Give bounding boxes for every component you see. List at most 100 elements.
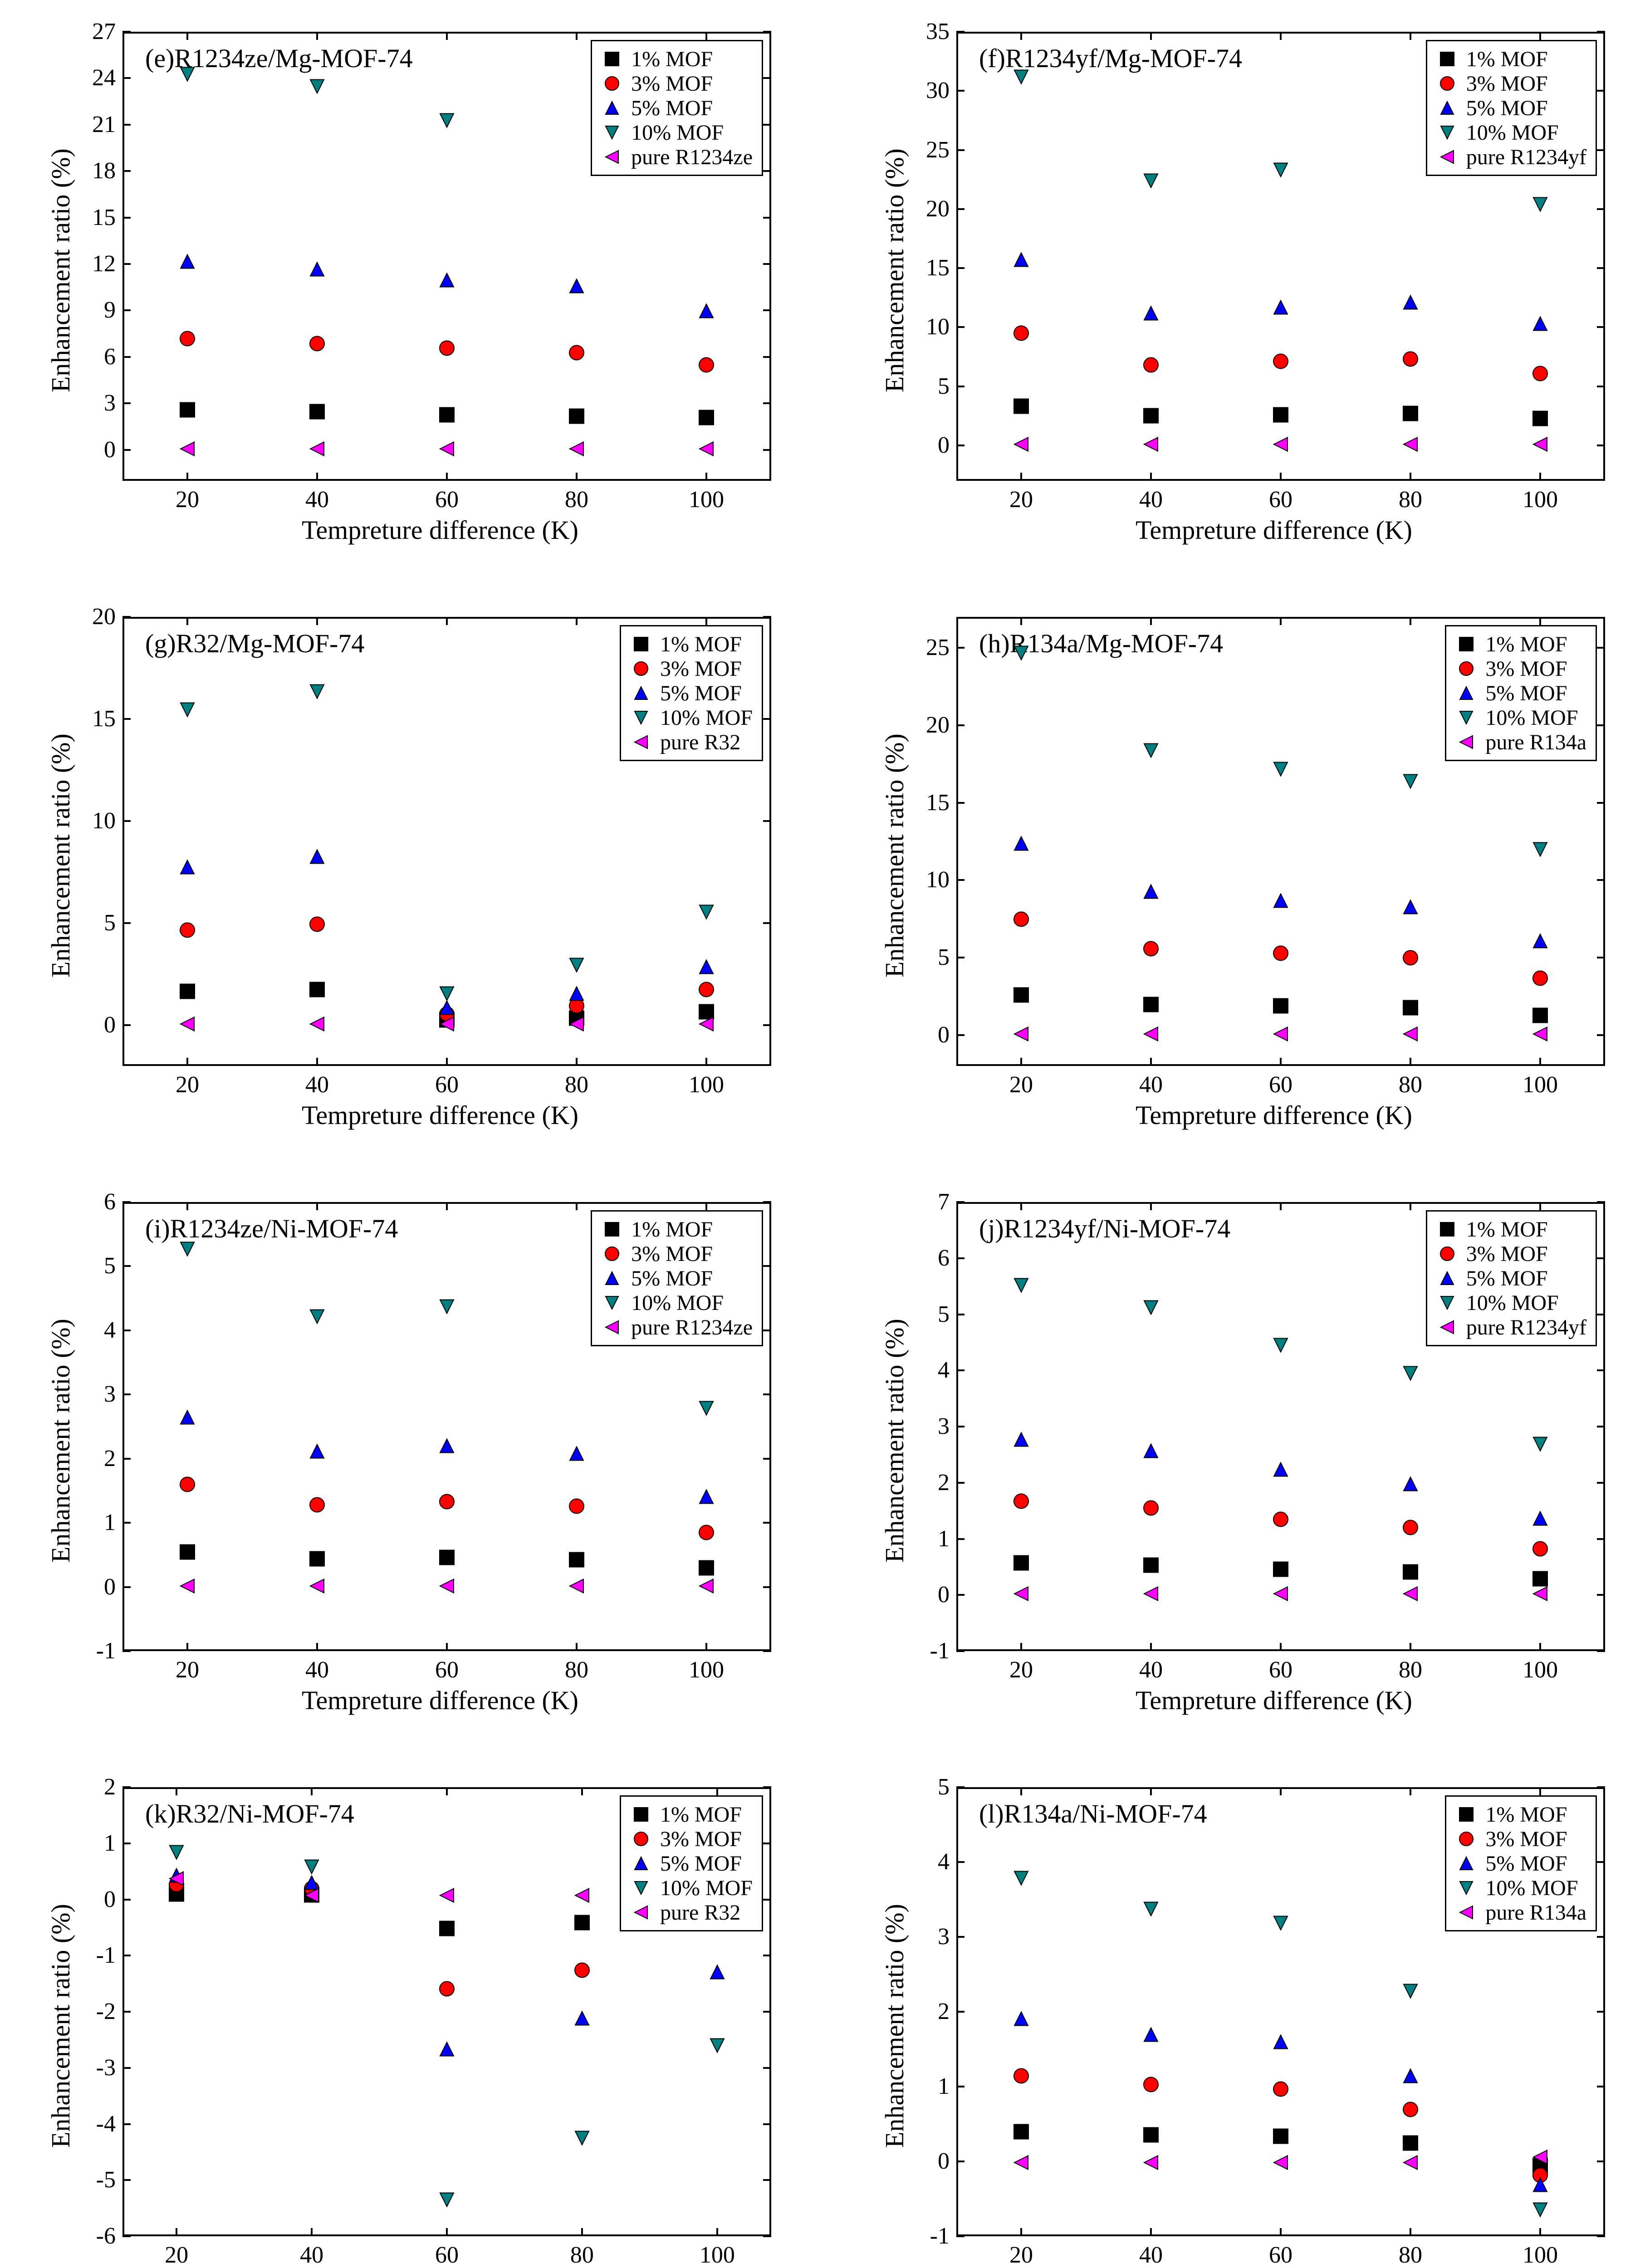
chart-grid: 204060801000369121518212427Enhancement r… <box>18 18 1627 2268</box>
x-tick-label: 20 <box>158 2242 195 2268</box>
y-axis-title: Enhancement ratio (%) <box>879 1904 910 2148</box>
data-point <box>1013 2068 1029 2086</box>
triangle-down-icon <box>1436 1292 1458 1314</box>
data-point <box>1532 2177 1548 2195</box>
data-point <box>1532 1007 1548 1025</box>
legend-item: 1% MOF <box>601 47 753 71</box>
x-tick-label: 80 <box>558 1657 595 1683</box>
y-tick-label: 6 <box>897 1245 950 1271</box>
data-point <box>1403 1586 1418 1604</box>
y-tick-label: 1 <box>64 1830 116 1857</box>
legend-label: 1% MOF <box>1466 1217 1548 1242</box>
data-point <box>1143 941 1159 958</box>
data-point <box>1013 1494 1029 1511</box>
data-point <box>1532 1436 1548 1454</box>
circle-icon <box>630 658 652 679</box>
legend-label: pure R1234ze <box>631 145 753 170</box>
data-point <box>574 1962 590 1980</box>
x-axis-title: Tempreture difference (K) <box>1136 1100 1412 1130</box>
legend-item: pure R1234ze <box>601 1315 753 1339</box>
data-point <box>574 2011 590 2028</box>
x-tick-label: 40 <box>1133 486 1169 513</box>
x-axis-title: Tempreture difference (K) <box>302 1685 578 1716</box>
data-point <box>1403 406 1418 424</box>
data-point <box>1403 1476 1418 1494</box>
data-point <box>1143 2155 1159 2172</box>
x-tick-label: 100 <box>688 1657 725 1683</box>
x-tick-label: 60 <box>1263 1071 1299 1098</box>
circle-icon <box>1455 658 1477 679</box>
data-point <box>309 1578 325 1596</box>
x-axis-title: Tempreture difference (K) <box>1136 1685 1412 1716</box>
x-tick-label: 20 <box>169 1071 206 1098</box>
data-point <box>569 957 584 975</box>
y-tick-label: 35 <box>897 18 950 45</box>
x-axis-title: Tempreture difference (K) <box>302 515 578 545</box>
data-point <box>439 1438 455 1456</box>
data-point <box>699 357 714 375</box>
data-point <box>1273 1026 1288 1044</box>
data-point <box>1403 1026 1418 1044</box>
y-tick-label: 3 <box>64 390 116 416</box>
x-tick-label: 80 <box>1392 1657 1429 1683</box>
legend-label: pure R134a <box>1485 1900 1586 1925</box>
data-point <box>1532 842 1548 860</box>
data-point <box>699 1017 714 1034</box>
triangle-down-icon <box>1455 707 1477 728</box>
legend-label: 3% MOF <box>631 71 713 96</box>
data-point <box>1403 295 1418 313</box>
data-point <box>180 66 195 84</box>
data-point <box>1273 407 1288 425</box>
y-tick-label: 6 <box>64 1188 116 1215</box>
data-point <box>1013 987 1029 1005</box>
chart-panel-e: 204060801000369121518212427Enhancement r… <box>18 18 789 558</box>
legend-item: 1% MOF <box>1436 1217 1586 1242</box>
data-point <box>1013 69 1029 87</box>
legend-item: 1% MOF <box>1455 632 1586 656</box>
circle-icon <box>601 1243 623 1265</box>
data-point <box>439 2042 455 2059</box>
triangle-up-icon <box>1436 1267 1458 1289</box>
data-point <box>1143 743 1159 761</box>
data-point <box>699 1489 714 1506</box>
legend: 1% MOF3% MOF5% MOF10% MOFpure R32 <box>620 1795 763 1931</box>
legend-item: 3% MOF <box>1436 71 1586 96</box>
circle-icon <box>630 1828 652 1850</box>
x-tick-label: 80 <box>1392 1071 1429 1098</box>
x-tick-label: 100 <box>1522 1657 1558 1683</box>
data-point <box>1013 912 1029 929</box>
data-point <box>1273 1511 1288 1529</box>
y-tick-label: 27 <box>64 18 116 45</box>
legend-label: 1% MOF <box>1485 632 1567 657</box>
triangle-left-icon <box>1455 1901 1477 1923</box>
data-point <box>1532 2150 1548 2167</box>
chart-panel-k: 20406080100-6-5-4-3-2-1012Enhancement ra… <box>18 1774 789 2268</box>
legend-item: 1% MOF <box>630 632 753 656</box>
x-tick-label: 80 <box>1392 2242 1429 2268</box>
data-point <box>180 984 195 1002</box>
data-point <box>574 1888 590 1906</box>
data-point <box>699 1525 714 1543</box>
data-point <box>439 340 455 358</box>
data-point <box>1273 893 1288 911</box>
legend-item: 1% MOF <box>630 1802 753 1827</box>
legend-label: 3% MOF <box>1466 71 1548 96</box>
data-point <box>569 409 584 426</box>
data-point <box>1532 411 1548 428</box>
data-point <box>1013 2155 1029 2172</box>
legend-item: pure R32 <box>630 730 753 754</box>
data-point <box>574 1915 590 1932</box>
data-point <box>699 441 714 459</box>
data-point <box>304 1888 319 1906</box>
x-tick-label: 60 <box>429 486 465 513</box>
data-point <box>1403 1984 1418 2001</box>
legend-label: pure R1234yf <box>1466 1315 1586 1340</box>
y-tick-label: 0 <box>64 436 116 463</box>
data-point <box>1532 1586 1548 1604</box>
legend-item: 3% MOF <box>1455 656 1586 681</box>
data-point <box>699 959 714 977</box>
legend-label: 10% MOF <box>631 120 724 145</box>
data-point <box>1273 761 1288 779</box>
data-point <box>439 1981 455 1999</box>
triangle-left-icon <box>601 1316 623 1338</box>
